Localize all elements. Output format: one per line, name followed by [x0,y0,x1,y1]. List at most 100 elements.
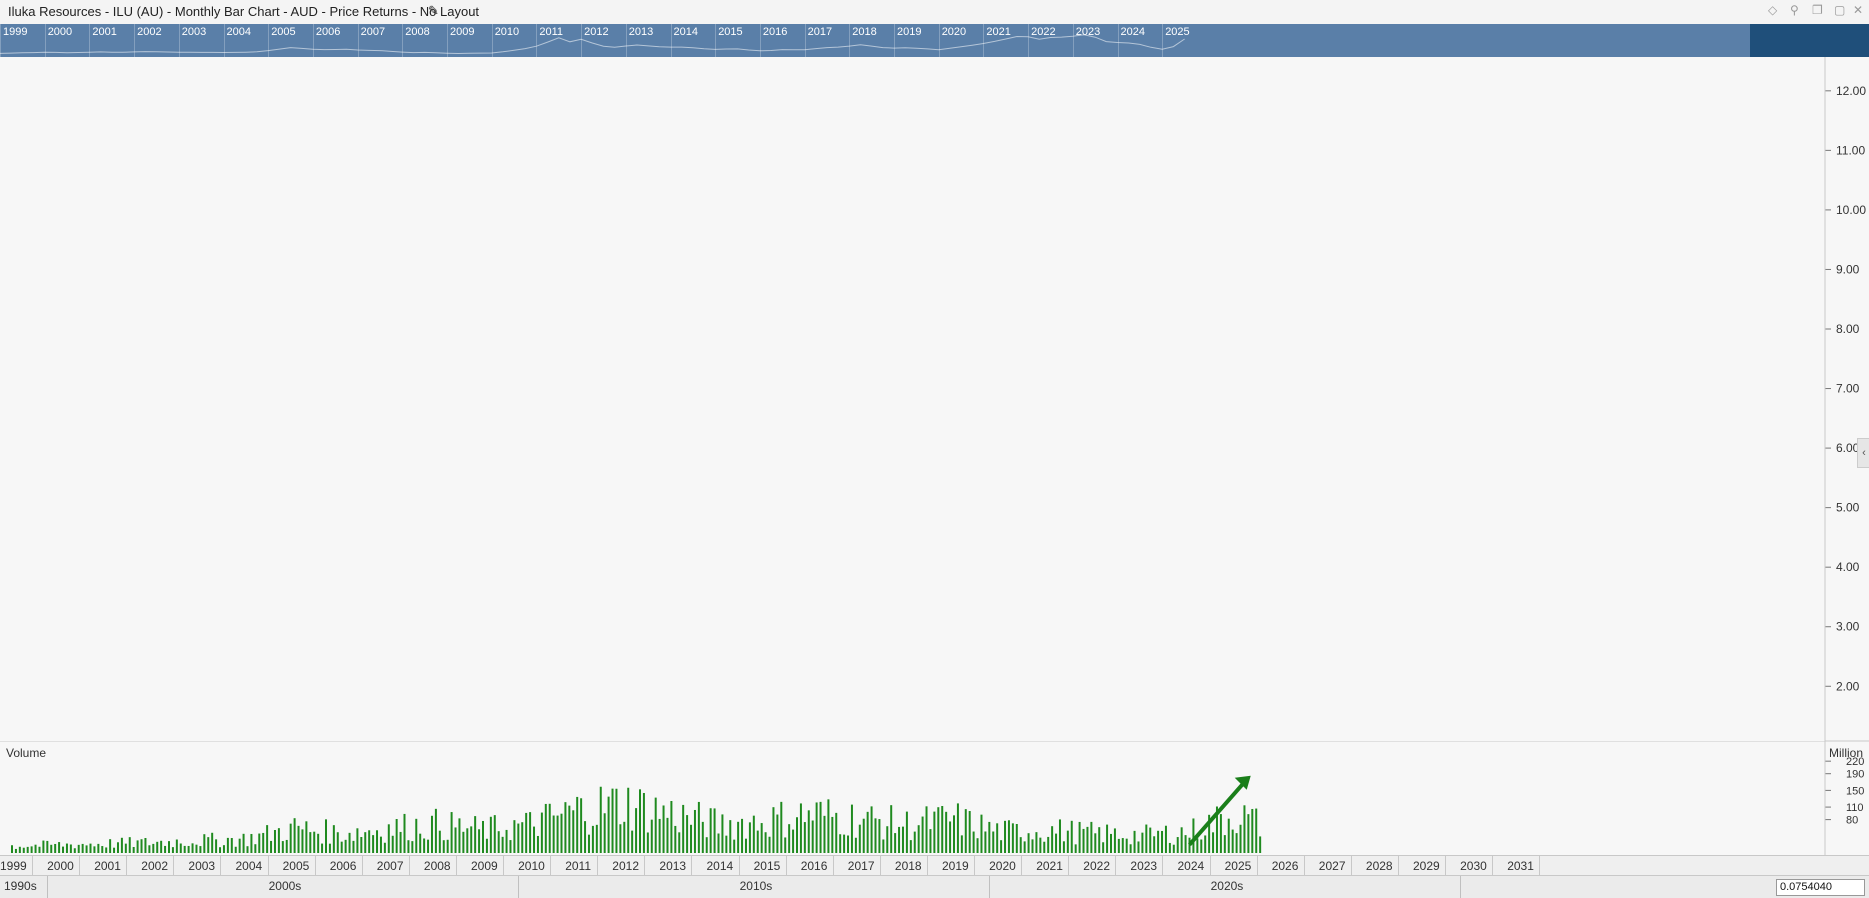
diamond-icon[interactable]: ◇ [1768,3,1778,17]
year-divider [1209,856,1211,876]
navigator-year[interactable]: 2013 [628,26,654,38]
year-axis[interactable]: 1999 2000 2001 2002 2003 2004 2005 2006 2007 2008… [0,855,1869,876]
navigator-year[interactable]: 2009 [450,26,475,38]
navigator-divider [625,24,627,57]
volume-tick-label: 190 [1846,769,1864,781]
navigator-divider [715,24,717,57]
maximize-icon[interactable]: ▢ [1834,3,1846,17]
year-label: 2003 [188,859,216,873]
year-divider [126,856,128,876]
decade-divider [47,876,49,898]
navigator-year[interactable]: 2000 [47,26,73,38]
navigator-year[interactable]: 2005 [271,26,296,38]
year-label: 2005 [282,859,310,873]
year-divider [79,856,81,876]
navigator-year[interactable]: 2015 [718,26,743,38]
volume-bars [11,775,1262,853]
navigator-divider [357,24,359,57]
year-divider [1256,856,1258,876]
navigator-year[interactable]: 2025 [1165,26,1190,38]
navigator-year[interactable]: 2018 [852,26,877,38]
year-divider [738,856,740,876]
year-label: 2004 [235,859,263,873]
decade-axis[interactable]: 0.0754040 1990s 2000s 2010s 2020s [0,875,1869,898]
navigator-year[interactable]: 2004 [226,26,251,38]
volume-panel-label: Volume [6,746,46,760]
navigator-year[interactable]: 2012 [584,26,609,38]
price-tick-label: 7.00 [1836,382,1860,396]
volume-tick-label: 80 [1846,815,1858,827]
pencil-icon[interactable]: ✎ [428,3,439,18]
time-navigator[interactable]: 1999 2000 2001 2002 2003 2004 2005 2006 2007 2008… [0,24,1869,57]
navigator-divider [1072,24,1074,57]
navigator-divider [268,24,270,57]
navigator-year[interactable]: 2016 [762,26,788,38]
year-divider [173,856,175,876]
price-tick-label: 10.00 [1836,203,1866,217]
navigator-year[interactable]: 2022 [1031,26,1056,38]
year-label: 2018 [894,859,922,873]
navigator-divider [89,24,91,57]
navigator-divider [1028,24,1030,57]
navigator-year[interactable]: 2006 [315,26,341,38]
navigator-year[interactable]: 2007 [360,26,386,38]
year-label: 2026 [1271,859,1299,873]
year-divider [1115,856,1117,876]
decade-label: 2010s [739,879,773,893]
year-label: 2027 [1318,859,1346,873]
navigator-year[interactable]: 2021 [986,26,1011,38]
navigator-year[interactable]: 2017 [807,26,833,38]
price-tick-label: 3.00 [1836,620,1860,634]
year-label: 1999 [0,859,27,873]
year-label: 2028 [1365,859,1393,873]
navigator-year[interactable]: 2011 [539,26,564,38]
navigator-year[interactable]: 2023 [1075,26,1101,38]
volume-unit-label: Million [1829,746,1863,760]
navigator-divider [1117,24,1119,57]
collapse-panel-button[interactable]: ‹ [1857,438,1869,468]
restore-icon[interactable]: ❐ [1812,3,1823,17]
window-title: Iluka Resources - ILU (AU) - Monthly Bar… [8,4,480,19]
navigator-year[interactable]: 2024 [1120,26,1145,38]
navigator-year[interactable]: 2019 [897,26,922,38]
year-divider [314,856,316,876]
navigator-year[interactable]: 2002 [137,26,162,38]
navigator-divider [44,24,46,57]
price-axis: 2.00 3.00 4.00 5.00 6.00 7.00 8.00 9.00 10.00 11.… [1825,84,1866,693]
year-divider [1303,856,1305,876]
price-chart[interactable]: $10$6.30 2.003.004.005.006.007.008.009.0… [0,57,1869,855]
navigator-year[interactable]: 2003 [181,26,207,38]
navigator-divider [0,24,1,57]
year-label: 2023 [1130,859,1158,873]
year-divider [1445,856,1446,876]
navigator-year[interactable]: 1999 [3,26,28,38]
navigator-divider [804,24,806,57]
decade-divider [518,876,520,898]
year-label: 2007 [376,859,404,873]
close-icon[interactable]: ✕ [1853,3,1864,17]
navigator-divider [178,24,180,57]
year-label: 2016 [800,859,828,873]
price-tick-label: 5.00 [1836,501,1860,515]
year-divider [1021,856,1023,876]
year-label: 2009 [471,859,498,873]
year-divider [550,856,552,876]
year-divider [267,856,269,876]
navigator-divider [1162,24,1164,57]
navigator-year[interactable]: 2020 [941,26,967,38]
navigator-divider [670,24,672,57]
navigator-divider [134,24,136,57]
navigator-divider [983,24,985,57]
year-label: 2020 [989,859,1016,873]
navigator-year[interactable]: 2010 [494,26,520,38]
decade-label: 2020s [1210,879,1244,893]
navigator-year[interactable]: 2001 [92,26,117,38]
navigator-year[interactable]: 2014 [673,26,698,38]
year-divider [455,856,457,876]
decade-divider [1460,876,1462,898]
navigator-window-handle[interactable] [1750,24,1869,57]
navigator-year[interactable]: 2008 [405,26,430,38]
pin-icon[interactable]: ⚲ [1790,3,1799,17]
navigator-divider [536,24,538,57]
